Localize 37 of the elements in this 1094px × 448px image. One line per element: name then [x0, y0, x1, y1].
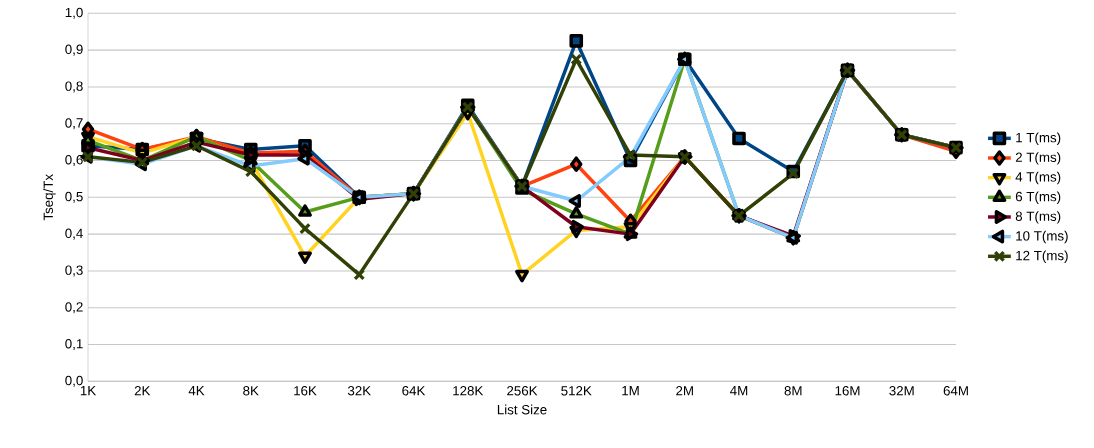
legend-label: 4 T(ms) [1015, 171, 1061, 185]
y-tick-label: 0,6 [65, 155, 83, 167]
legend-label: 1 T(ms) [1016, 132, 1061, 145]
x-tick-label: 1M [622, 386, 639, 396]
x-tick-label: 16K [294, 386, 317, 396]
y-tick-label: 1,0 [65, 7, 83, 19]
legend-label: 2 T(ms) [1015, 152, 1061, 165]
y-tick-label: 0,8 [65, 81, 83, 93]
x-tick-label: 128K [453, 386, 484, 396]
y-tick-label: 0,2 [65, 302, 83, 314]
x-axis-title: List Size [497, 404, 547, 415]
x-tick-label: 16M [835, 386, 860, 396]
x-tick-label: 32K [347, 386, 371, 396]
x-tick-label: 8K [243, 386, 259, 396]
y-tick-label: 0,3 [65, 265, 83, 277]
x-tick-label: 256K [507, 386, 538, 396]
x-tick-label: 32M [889, 386, 914, 396]
y-tick-label: 0,9 [65, 44, 83, 56]
x-tick-label: 64M [943, 386, 968, 396]
legend-label: 8 T(ms) [1015, 211, 1061, 224]
x-tick-label: 2M [676, 386, 693, 396]
x-tick-label: 4K [188, 386, 205, 396]
y-tick-label: 0,4 [65, 228, 83, 240]
legend-label: 10 T(ms) [1016, 230, 1068, 244]
y-axis-title: Tseq/Tx [43, 174, 56, 221]
x-tick-label: 64K [402, 386, 426, 396]
x-tick-label: 512K [561, 386, 592, 396]
x-tick-label: 8M [784, 386, 802, 396]
y-tick-label: 0,7 [65, 118, 83, 130]
legend-label: 6 T(ms) [1015, 191, 1061, 204]
legend-label: 12 T(ms) [1016, 250, 1068, 263]
y-tick-label: 0,0 [65, 375, 83, 387]
y-tick-label: 0,1 [65, 339, 83, 351]
x-tick-label: 1K [80, 386, 97, 396]
x-tick-label: 4M [730, 386, 748, 396]
x-tick-label: 2K [134, 386, 151, 396]
y-tick-label: 0,5 [65, 191, 83, 203]
